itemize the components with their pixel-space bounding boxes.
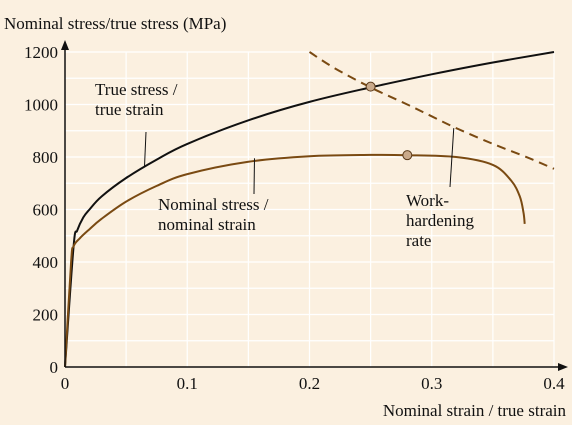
annotation-label: Work-hardening rate <box>406 191 474 250</box>
annotation-leader-line <box>143 131 147 168</box>
annotation-leader-line <box>449 128 455 188</box>
data-point-marker <box>402 150 413 161</box>
y-tick-label: 400 <box>33 253 59 272</box>
annotation-line: hardening <box>406 211 474 230</box>
annotation-line: rate <box>406 231 431 250</box>
series-line-nominal <box>64 153 526 368</box>
annotations: True stress / true strain Nominal stress /… <box>95 80 474 250</box>
annotation-line: Nominal stress / <box>158 195 269 214</box>
y-tick-label: 0 <box>50 358 59 377</box>
x-axis-title: Nominal strain / true strain <box>383 401 567 420</box>
y-axis-arrow <box>61 40 69 50</box>
y-tick-label: 200 <box>33 306 59 325</box>
x-axis-arrow <box>558 363 568 371</box>
series-line-true <box>64 51 555 368</box>
y-axis-title: Nominal stress/true stress (MPa) <box>4 14 226 33</box>
y-tick-label: 1200 <box>24 43 58 62</box>
series-line-work-hardening <box>308 51 555 170</box>
y-tick-label: 800 <box>33 148 59 167</box>
x-tick-label: 0.4 <box>543 374 565 393</box>
markers <box>365 81 413 161</box>
annotation-line: true strain <box>95 100 164 119</box>
annotation-label: Nominal stress / nominal strain <box>158 195 269 234</box>
x-tick-label: 0.1 <box>177 374 198 393</box>
x-tick-label: 0 <box>61 374 70 393</box>
annotation-label: True stress / true strain <box>95 80 178 119</box>
axes <box>61 40 568 371</box>
tick-labels: 0 0.1 0.2 0.3 0.4 0 200 400 600 800 1000 1200 <box>24 43 565 393</box>
x-tick-label: 0.2 <box>299 374 320 393</box>
annotation-line: Work- <box>406 191 449 210</box>
annotation-line: True stress / <box>95 80 178 99</box>
annotation-line: nominal strain <box>158 215 256 234</box>
y-tick-label: 1000 <box>24 96 58 115</box>
y-tick-label: 600 <box>33 201 59 220</box>
data-point-marker <box>365 81 376 92</box>
x-tick-label: 0.3 <box>421 374 442 393</box>
grid <box>65 51 555 367</box>
curves <box>64 51 555 368</box>
